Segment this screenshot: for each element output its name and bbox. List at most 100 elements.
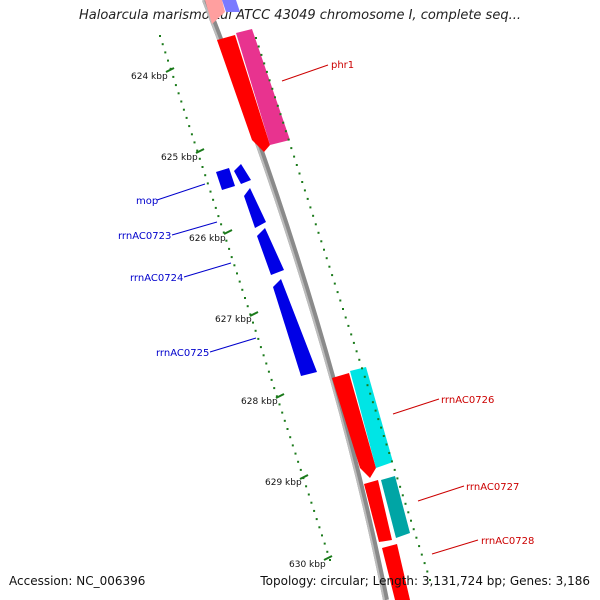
tick-mark xyxy=(287,138,290,141)
tick-mark xyxy=(291,444,294,447)
gene-rrnAC0726 xyxy=(350,367,393,468)
tick-mark xyxy=(230,256,233,259)
tick-mark xyxy=(283,419,286,422)
tick-mark xyxy=(206,182,209,185)
gene-label-mop-group[interactable]: mop xyxy=(136,183,206,207)
tick-mark xyxy=(293,155,296,158)
tick-mark xyxy=(318,526,321,529)
tick-mark xyxy=(265,362,268,365)
tick-mark xyxy=(198,157,201,160)
tick-mark xyxy=(174,84,177,87)
gene-label-rrnAC0726-group[interactable]: rrnAC0726 xyxy=(392,395,494,415)
tick-mark xyxy=(420,553,423,556)
tick-mark xyxy=(393,468,396,471)
tick-mark xyxy=(423,562,426,565)
tick-label-630: 630 kbp xyxy=(289,560,326,570)
gene-label-phr1-group[interactable]: phr1 xyxy=(281,60,354,82)
tick-mark xyxy=(358,358,361,361)
tick-mark xyxy=(326,550,329,553)
tick-mark xyxy=(214,206,217,209)
tick-mark xyxy=(259,346,262,349)
tick-mark xyxy=(241,288,244,291)
gene-label-rrnAC0725-group[interactable]: rrnAC0725 xyxy=(156,337,257,359)
reverse-strand-genes xyxy=(216,164,317,376)
tick-mark xyxy=(159,35,161,37)
tick-mark xyxy=(209,190,212,193)
gene-label-rrnAC0724-group[interactable]: rrnAC0724 xyxy=(130,262,232,284)
tick-mark xyxy=(282,121,285,124)
tick-mark xyxy=(263,62,266,65)
tick-mark xyxy=(182,108,185,111)
tick-mark xyxy=(385,443,388,446)
tick-label-628: 628 kbp xyxy=(241,397,278,407)
tick-mark xyxy=(426,570,429,573)
tick-mark xyxy=(233,264,236,267)
tick-mark xyxy=(363,375,366,378)
tick-mark xyxy=(278,403,281,406)
tick-label-627: 627 kbp xyxy=(215,315,252,325)
tick-mark xyxy=(388,452,391,454)
tick-mark xyxy=(254,329,257,332)
tick-mark xyxy=(190,133,193,136)
tick-mark xyxy=(225,239,228,242)
gene-rrnAC0723 xyxy=(244,188,266,228)
gene-label-phr1: phr1 xyxy=(331,60,354,71)
tick-mark xyxy=(257,337,260,340)
tick-mark xyxy=(222,231,225,234)
tick-mark xyxy=(412,528,415,531)
tick-mark xyxy=(274,96,276,99)
tick-mark xyxy=(329,559,331,561)
tick-mark xyxy=(177,92,180,95)
tick-label-624: 624 kbp xyxy=(131,72,168,82)
tick-mark xyxy=(350,333,353,336)
gene-red-segment xyxy=(364,480,392,542)
tick-mark xyxy=(249,313,252,316)
tick-mark xyxy=(252,321,254,324)
tick-mark xyxy=(309,206,312,209)
tick-mark xyxy=(312,214,315,217)
tick-mark xyxy=(262,354,265,357)
tick-mark xyxy=(257,45,260,48)
tick-mark xyxy=(172,75,175,78)
tick-mark xyxy=(399,485,402,488)
gene-label-rrnAC0728: rrnAC0728 xyxy=(481,536,534,547)
tick-mark xyxy=(298,172,301,175)
tick-mark xyxy=(314,223,317,226)
tick-mark xyxy=(369,392,372,395)
gene-label-rrnAC0727: rrnAC0727 xyxy=(466,482,519,493)
gene-label-rrnAC0725: rrnAC0725 xyxy=(156,348,209,359)
gene-label-rrnAC0727-group[interactable]: rrnAC0727 xyxy=(417,482,519,502)
tick-mark xyxy=(344,316,347,319)
gene-label-rrnAC0723-group[interactable]: rrnAC0723 xyxy=(118,221,218,242)
gene-label-rrnAC0728-group[interactable]: rrnAC0728 xyxy=(431,536,534,555)
tick-mark xyxy=(281,411,284,414)
gene-red-segment xyxy=(217,35,270,152)
tick-mark xyxy=(307,493,310,496)
major-ticks xyxy=(165,67,333,561)
tick-mark xyxy=(415,536,418,539)
gene-phr1 xyxy=(236,29,290,145)
tick-mark xyxy=(377,418,380,421)
tick-mark xyxy=(321,534,323,537)
tick-mark xyxy=(374,409,377,412)
tick-mark xyxy=(260,53,263,56)
tick-mark xyxy=(270,378,273,381)
tick-mark xyxy=(236,272,238,275)
gene-label-rrnAC0726: rrnAC0726 xyxy=(441,395,494,406)
tick-mark xyxy=(382,435,385,437)
tick-mark xyxy=(204,174,207,177)
tick-mark xyxy=(273,387,276,390)
gene-partial-top xyxy=(205,0,240,24)
tick-mark xyxy=(328,265,331,268)
tick-mark xyxy=(315,518,318,521)
tick-mark xyxy=(323,248,325,251)
tick-mark xyxy=(317,231,320,234)
tick-mark xyxy=(255,37,257,39)
tick-mark xyxy=(303,189,306,192)
tick-mark xyxy=(310,501,313,504)
tick-mark xyxy=(366,384,369,387)
tick-label-625: 625 kbp xyxy=(161,153,198,163)
tick-mark xyxy=(396,477,399,480)
